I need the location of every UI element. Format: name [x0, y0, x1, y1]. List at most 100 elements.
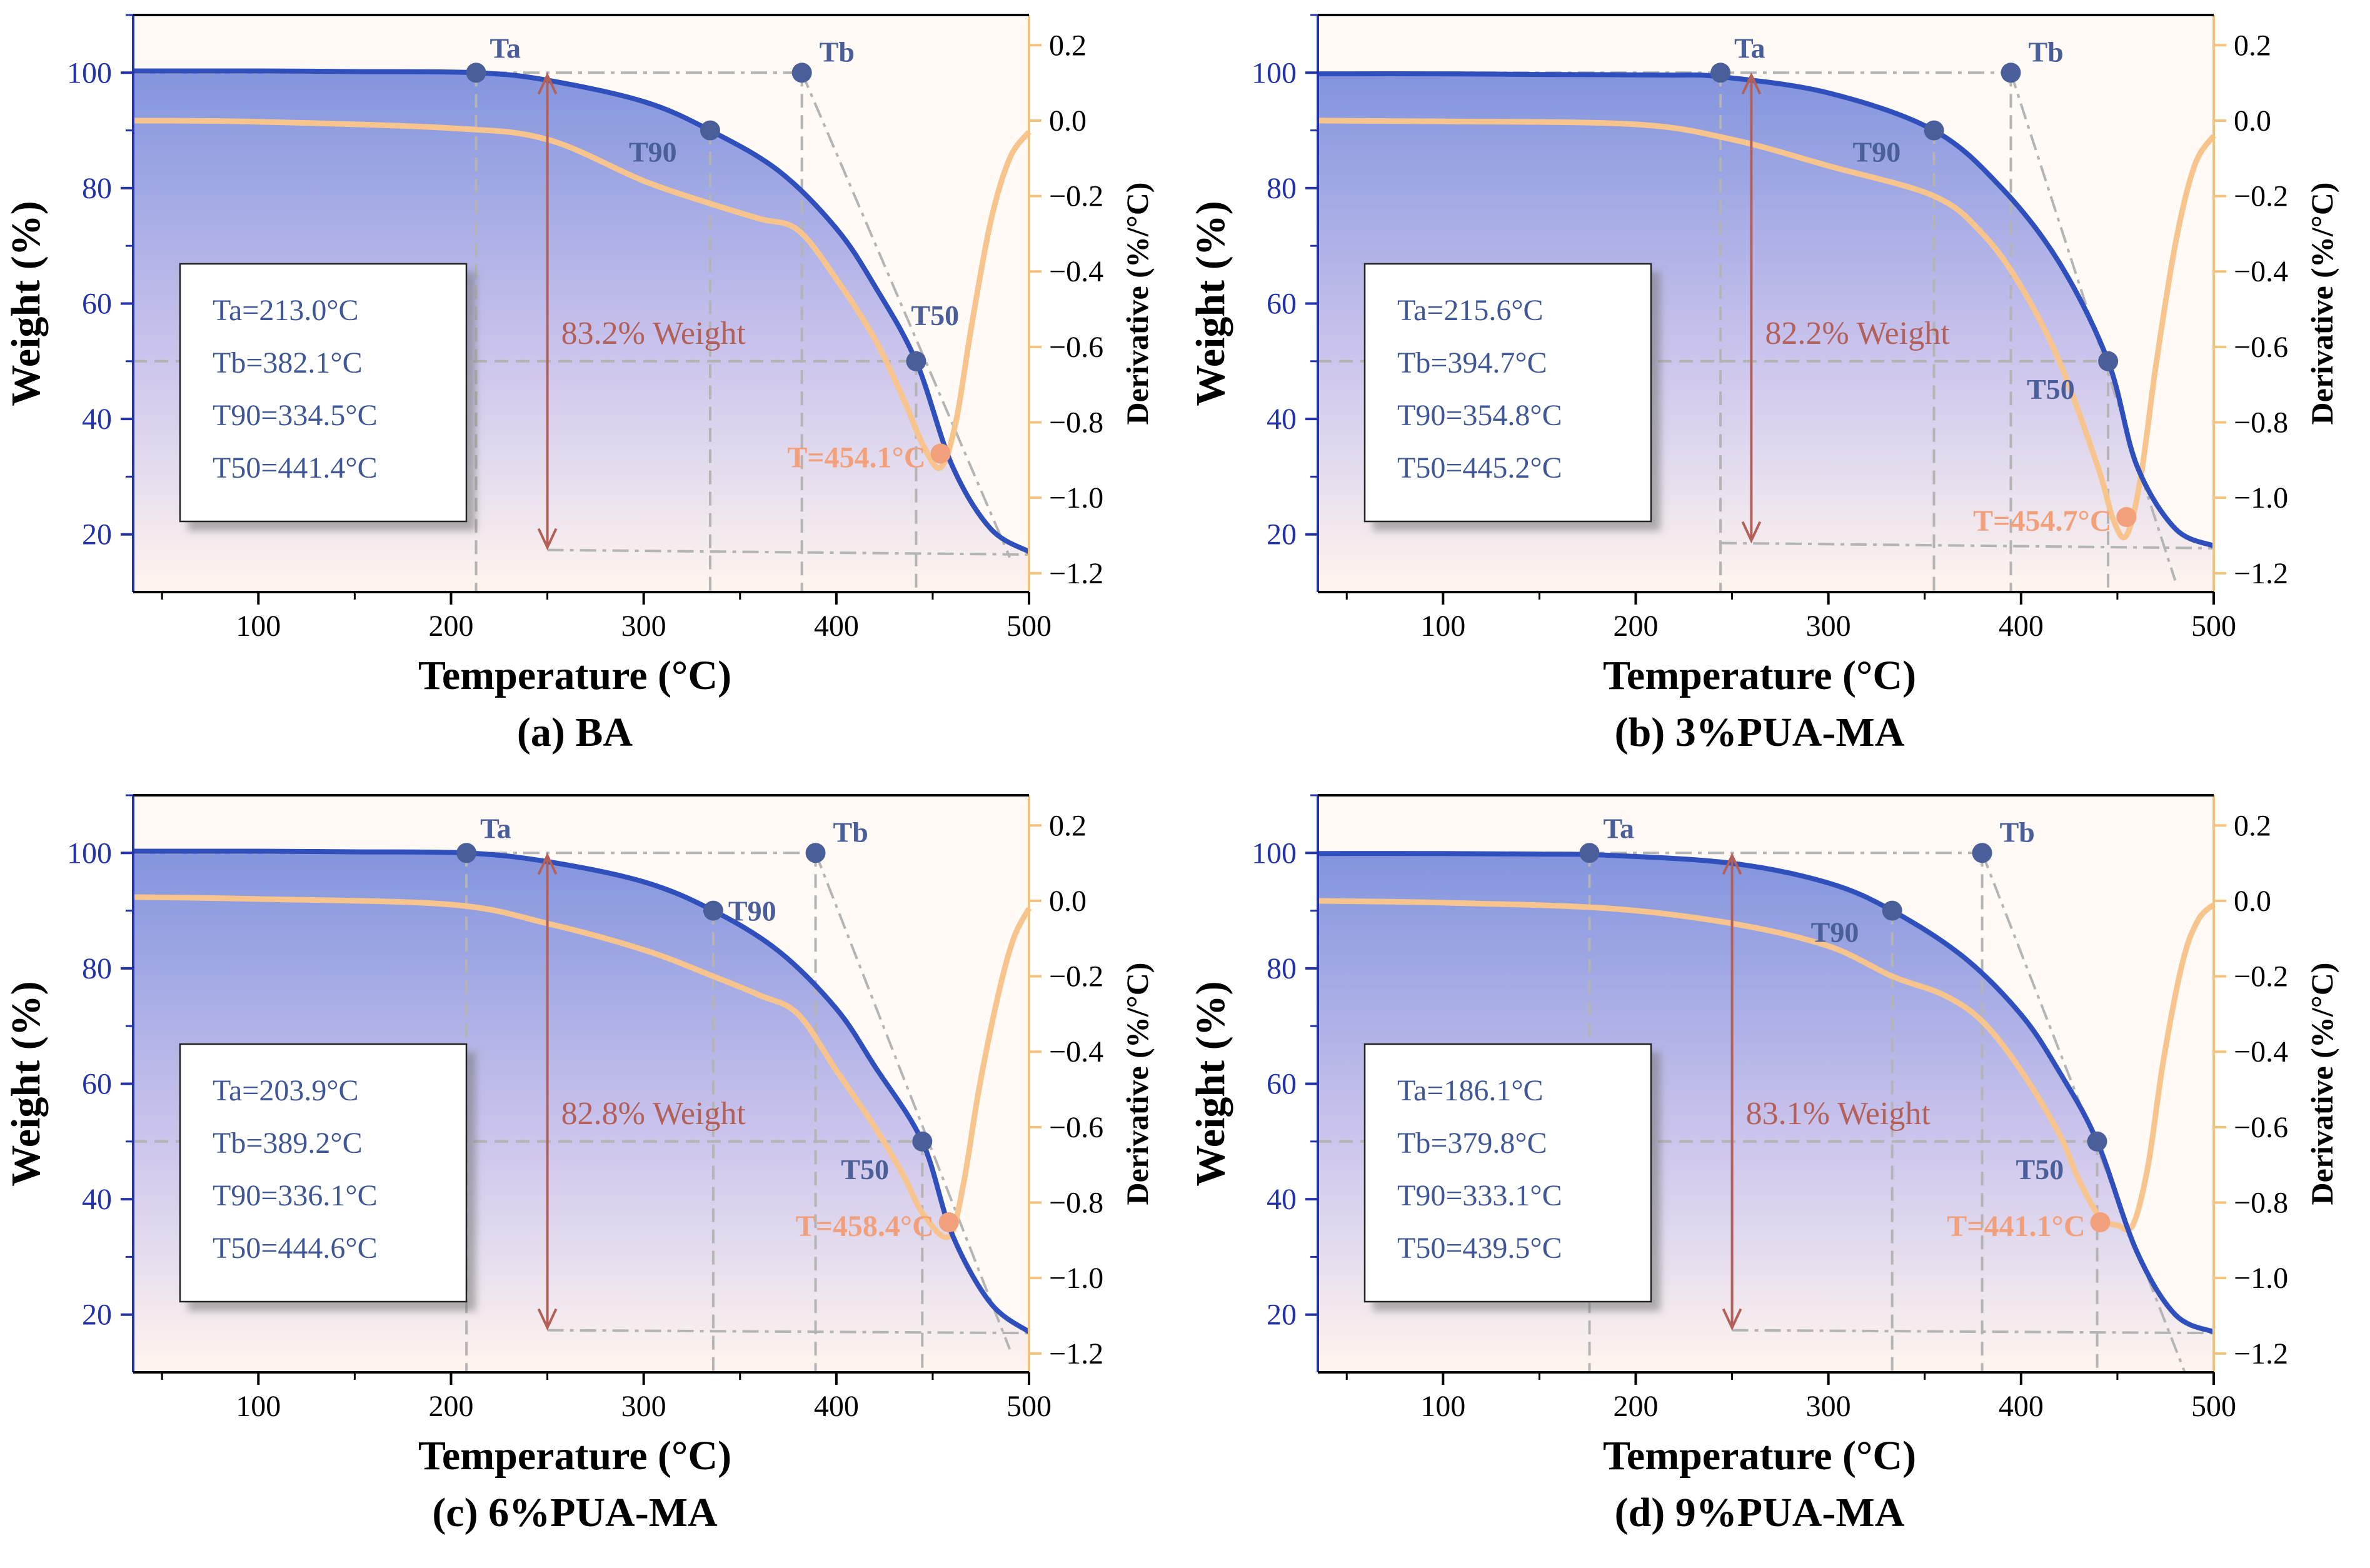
label-ta: Ta [1734, 32, 1765, 64]
summary-line-1: Ta=213.0°C [213, 294, 359, 327]
arrow-head-down [1741, 521, 1762, 544]
y2-tick-label: −0.2 [2234, 960, 2288, 993]
y2-tick-label: 0.2 [1049, 29, 1087, 62]
y2-tick-label: −0.6 [1049, 331, 1103, 364]
y2-tick-label: −0.8 [2234, 406, 2288, 440]
label-derivative-min: T=441.1°C [1947, 1210, 2085, 1243]
summary-line-2: Tb=379.8°C [1397, 1127, 1547, 1160]
x-tick-label: 500 [1007, 610, 1052, 643]
summary-box [1363, 263, 1652, 523]
summary-line-2: Tb=389.2°C [213, 1127, 363, 1160]
marker-ta [1710, 63, 1731, 83]
y2-tick-label: 0.0 [1049, 104, 1087, 138]
tangent-guide [800, 72, 1012, 558]
derivative-line [133, 894, 1032, 1240]
chart-panel-1: 83.2% Weight Ta Tb T90 T50 T=454.1°C Ta=213.0°… [3, 14, 1155, 755]
y2-tick-label: −1.2 [1049, 1337, 1103, 1370]
marker-t90 [1882, 900, 1902, 921]
weight-line [1317, 71, 2215, 548]
x-axis-label: Temperature (°C) [1603, 1433, 1916, 1479]
y-tick-label: 100 [1252, 837, 1297, 870]
label-t50: T50 [2027, 373, 2075, 405]
summary-line-4: T50=445.2°C [1397, 451, 1562, 485]
marker-t50 [912, 1131, 933, 1152]
y2-tick-label: 0.0 [2234, 104, 2271, 138]
summary-line-4: T50=439.5°C [1397, 1232, 1562, 1265]
chart-panel-2: 82.2% Weight Ta Tb T90 T50 T=454.7°C Ta=215.6°… [1188, 14, 2339, 755]
label-t50: T50 [911, 299, 959, 331]
y2-tick-label: 0.2 [2234, 809, 2271, 842]
marker-t50 [2098, 351, 2119, 371]
marker-t50 [906, 351, 926, 371]
y2-tick-label: 0.0 [2234, 885, 2271, 918]
label-tb: Tb [2028, 36, 2063, 68]
y2-axis-label: Derivative (%/°C) [1120, 183, 1155, 425]
summary-line-3: T90=354.8°C [1397, 399, 1562, 432]
y-tick-label: 20 [1267, 518, 1297, 551]
y2-tick-label: −1.2 [1049, 557, 1103, 590]
y-tick-label: 40 [1267, 403, 1297, 436]
arrow-head-down [537, 528, 558, 551]
y2-tick-label: −1.0 [2234, 481, 2288, 515]
x-tick-label: 200 [428, 610, 473, 643]
x-tick-label: 500 [2191, 1390, 2236, 1423]
x-tick-label: 500 [2191, 610, 2236, 643]
marker-tb [1972, 843, 1992, 863]
label-t90: T90 [629, 136, 677, 168]
summary-line-1: Ta=215.6°C [1397, 294, 1544, 327]
label-t90: T90 [1811, 917, 1859, 948]
label-ta: Ta [490, 32, 521, 64]
summary-line-3: T90=334.5°C [213, 399, 378, 432]
y-tick-label: 40 [1267, 1183, 1297, 1216]
arrow-head-up [537, 852, 558, 875]
summary-box [1363, 1043, 1652, 1303]
y-tick-label: 60 [1267, 288, 1297, 321]
panel-caption: (b) 3%PUA-MA [1615, 710, 1905, 755]
x-axis-label: Temperature (°C) [418, 653, 731, 698]
y-tick-label: 80 [82, 952, 112, 985]
x-tick-label: 400 [814, 1390, 859, 1423]
label-derivative-min: T=454.1°C [787, 441, 925, 474]
y2-tick-label: −0.4 [1049, 1035, 1103, 1068]
y2-tick-label: −0.2 [1049, 180, 1103, 213]
label-derivative-min: T=458.4°C [796, 1210, 934, 1243]
y2-tick-label: −0.4 [2234, 1035, 2288, 1068]
y2-tick-label: −0.2 [2234, 180, 2288, 213]
y2-axis-label: Derivative (%/°C) [1120, 963, 1155, 1205]
marker-t90 [1924, 120, 1944, 141]
x-tick-label: 500 [1007, 1390, 1052, 1423]
x-tick-label: 100 [236, 1390, 281, 1423]
y2-tick-label: −1.0 [1049, 481, 1103, 515]
y-tick-label: 80 [1267, 172, 1297, 205]
summary-line-2: Tb=394.7°C [1397, 346, 1547, 379]
y2-axis-label: Derivative (%/°C) [2304, 183, 2339, 425]
summary-box [179, 1043, 468, 1303]
y-tick-label: 100 [67, 56, 112, 89]
y-tick-label: 20 [1267, 1299, 1297, 1332]
x-tick-label: 100 [236, 610, 281, 643]
weight-line [133, 68, 1031, 554]
panel-caption: (d) 9%PUA-MA [1615, 1490, 1905, 1535]
marker-derivative-min [2090, 1212, 2111, 1233]
summary-line-2: Tb=382.1°C [213, 346, 363, 379]
marker-t90 [703, 900, 723, 921]
summary-line-1: Ta=203.9°C [213, 1074, 359, 1107]
label-ta: Ta [1604, 812, 1634, 844]
x-tick-label: 400 [1999, 1390, 2044, 1423]
weight-loss-label: 83.2% Weight [561, 316, 746, 351]
y2-tick-label: −0.2 [1049, 960, 1103, 993]
x-tick-label: 200 [428, 1390, 473, 1423]
x-tick-label: 400 [814, 610, 859, 643]
summary-line-4: T50=444.6°C [213, 1232, 378, 1265]
label-ta: Ta [480, 812, 511, 844]
weight-loss-label: 82.2% Weight [1765, 316, 1950, 351]
derivative-line [1317, 118, 2216, 541]
y2-tick-label: 0.2 [1049, 809, 1087, 842]
marker-t50 [2087, 1131, 2107, 1152]
marker-derivative-min [938, 1212, 959, 1233]
y2-tick-label: −0.8 [1049, 1187, 1103, 1220]
y-axis-label: Weight (%) [3, 981, 49, 1186]
x-tick-label: 300 [621, 610, 666, 643]
